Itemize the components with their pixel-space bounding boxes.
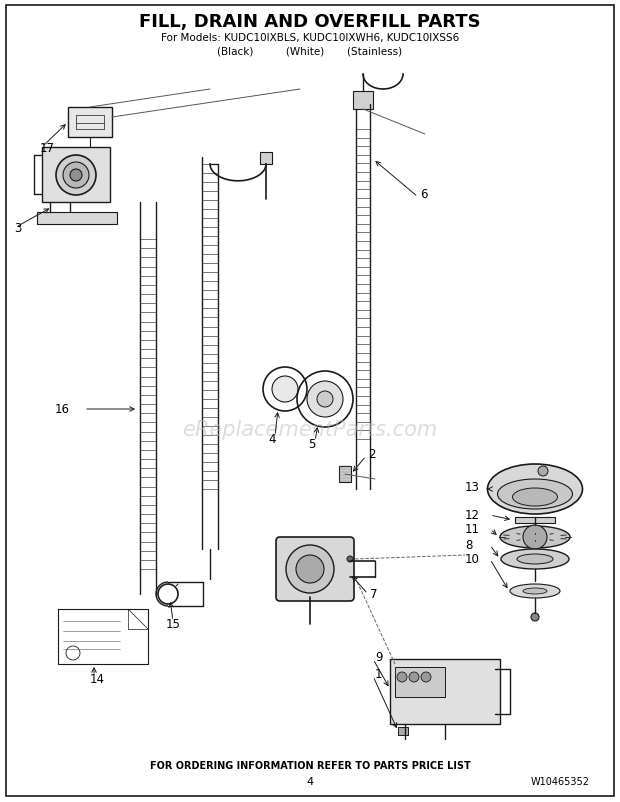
Ellipse shape — [501, 549, 569, 569]
Bar — [37, 213, 117, 225]
Circle shape — [63, 163, 89, 188]
Text: 4: 4 — [306, 776, 314, 786]
Text: 14: 14 — [90, 673, 105, 686]
Text: 16: 16 — [55, 403, 70, 416]
Text: (Black)          (White)       (Stainless): (Black) (White) (Stainless) — [218, 46, 402, 56]
Text: 4: 4 — [268, 433, 275, 446]
Text: FILL, DRAIN AND OVERFILL PARTS: FILL, DRAIN AND OVERFILL PARTS — [139, 13, 481, 31]
Ellipse shape — [513, 488, 557, 506]
Ellipse shape — [523, 588, 547, 594]
Circle shape — [296, 555, 324, 583]
Bar — [390, 659, 500, 724]
Text: FOR ORDERING INFORMATION REFER TO PARTS PRICE LIST: FOR ORDERING INFORMATION REFER TO PARTS … — [149, 760, 471, 770]
Circle shape — [409, 672, 419, 683]
Circle shape — [272, 376, 298, 403]
Text: W10465352: W10465352 — [531, 776, 590, 786]
Circle shape — [317, 391, 333, 407]
Ellipse shape — [517, 554, 553, 565]
Circle shape — [56, 156, 96, 196]
Bar — [398, 727, 408, 735]
Bar — [353, 92, 373, 110]
Bar — [68, 107, 112, 138]
Bar — [42, 148, 110, 203]
Text: 17: 17 — [40, 141, 55, 154]
Circle shape — [70, 170, 82, 182]
Bar — [339, 467, 351, 482]
Text: 13: 13 — [465, 481, 480, 494]
Text: 9: 9 — [375, 650, 383, 664]
Text: 5: 5 — [308, 438, 316, 451]
Circle shape — [397, 672, 407, 683]
Text: 15: 15 — [166, 618, 181, 630]
Circle shape — [523, 525, 547, 549]
Circle shape — [347, 557, 353, 562]
Circle shape — [538, 467, 548, 476]
Bar — [395, 667, 445, 697]
Text: eReplacementParts.com: eReplacementParts.com — [182, 419, 438, 439]
Circle shape — [286, 545, 334, 593]
Ellipse shape — [497, 480, 572, 509]
Ellipse shape — [487, 464, 583, 514]
Text: 8: 8 — [465, 539, 472, 552]
Text: 3: 3 — [14, 221, 21, 234]
Ellipse shape — [500, 526, 570, 549]
Text: 12: 12 — [465, 508, 480, 522]
Text: For Models: KUDC10IXBLS, KUDC10IXWH6, KUDC10IXSS6: For Models: KUDC10IXBLS, KUDC10IXWH6, KU… — [161, 33, 459, 43]
Circle shape — [307, 382, 343, 418]
Circle shape — [531, 614, 539, 622]
Text: 7: 7 — [370, 588, 378, 601]
Text: 1: 1 — [375, 668, 383, 681]
Text: 10: 10 — [465, 553, 480, 565]
Bar — [260, 153, 272, 164]
Text: 2: 2 — [368, 448, 376, 461]
Text: 6: 6 — [420, 188, 428, 201]
Circle shape — [421, 672, 431, 683]
Ellipse shape — [510, 585, 560, 598]
FancyBboxPatch shape — [276, 537, 354, 602]
Text: 11: 11 — [465, 523, 480, 536]
Bar — [515, 517, 555, 524]
